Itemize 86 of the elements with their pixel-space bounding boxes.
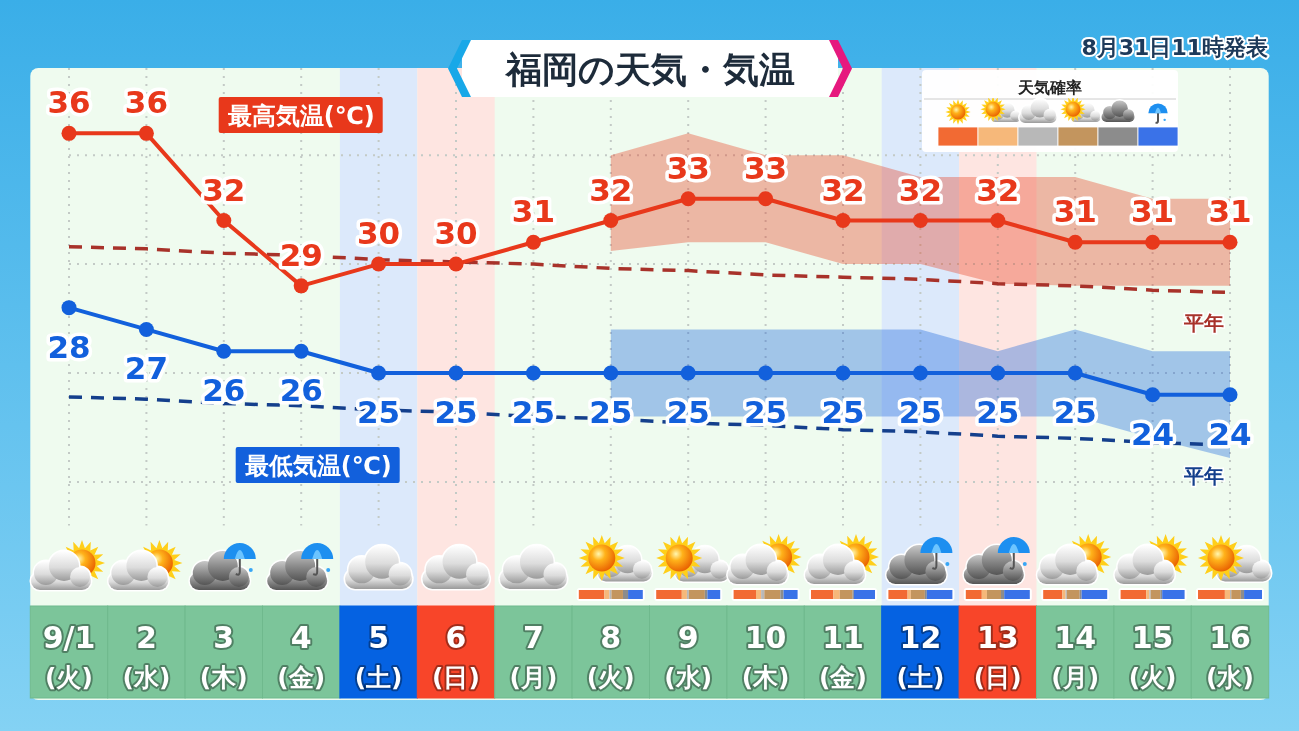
point <box>680 191 696 207</box>
data-label: 26 <box>279 372 323 409</box>
data-label: 32 <box>976 171 1020 208</box>
data-label: 25 <box>666 394 710 430</box>
point <box>448 256 464 272</box>
point <box>138 321 154 337</box>
data-label: 36 <box>124 84 168 121</box>
x-tick-label: 6 (日) <box>432 620 480 692</box>
point <box>61 300 77 316</box>
point <box>912 213 928 228</box>
point <box>1067 234 1083 250</box>
x-tick-label: 15 (火) <box>1128 620 1177 692</box>
chart-title: 福岡の天気・気温 <box>503 49 795 90</box>
data-label: 33 <box>666 149 710 186</box>
point <box>758 191 774 207</box>
point <box>61 125 77 141</box>
data-label: 31 <box>1131 193 1175 230</box>
data-label: 27 <box>124 350 168 387</box>
series-label: 平年 <box>1183 463 1224 488</box>
point <box>1222 387 1238 403</box>
point <box>448 365 464 381</box>
x-tick-label: 10 (木) <box>741 620 790 692</box>
point <box>216 343 232 359</box>
x-tick-label: 9/1 (火) <box>42 620 96 692</box>
x-tick-label: 12 (土) <box>896 620 945 692</box>
data-label: 28 <box>47 328 91 365</box>
data-label: 25 <box>357 394 401 430</box>
point <box>835 213 851 228</box>
point <box>216 213 232 228</box>
data-label: 25 <box>1053 394 1097 430</box>
x-tick-label: 3 (木) <box>199 620 248 692</box>
point <box>835 365 851 381</box>
data-label: 32 <box>202 171 246 208</box>
data-label: 32 <box>898 171 942 208</box>
point <box>912 365 928 381</box>
point <box>1145 387 1161 403</box>
text: 8月31日11時発表 <box>1081 35 1268 60</box>
data-label: 25 <box>744 394 788 430</box>
point <box>758 365 774 381</box>
data-label: 31 <box>1208 193 1252 230</box>
data-label: 24 <box>1131 415 1175 452</box>
point <box>990 365 1006 381</box>
annotation: 天気確率 <box>1017 78 1082 97</box>
x-tick-label: 2 (水) <box>122 620 171 692</box>
point <box>603 213 619 228</box>
x-tick-label: 8 (火) <box>586 620 635 692</box>
x-tick-label: 14 (月) <box>1051 620 1100 692</box>
data-label: 33 <box>744 149 788 186</box>
x-tick-label: 7 (月) <box>509 620 558 692</box>
x-tick-label: 4 (金) <box>277 620 326 692</box>
data-label: 25 <box>589 394 633 430</box>
x-tick-label: 16 (水) <box>1206 620 1254 692</box>
point <box>293 343 309 359</box>
point <box>138 125 154 141</box>
data-label: 30 <box>434 215 478 252</box>
data-label: 25 <box>511 394 555 430</box>
point <box>1067 365 1083 381</box>
data-label: 30 <box>357 215 401 252</box>
point <box>525 365 541 381</box>
x-tick-label: 11 (金) <box>819 620 867 692</box>
data-label: 32 <box>589 171 633 208</box>
x-tick-label: 5 (土) <box>354 620 403 692</box>
point <box>680 365 696 381</box>
point <box>990 213 1006 228</box>
data-label: 24 <box>1208 415 1252 452</box>
point <box>1145 234 1161 250</box>
data-label: 36 <box>47 84 91 121</box>
data-label: 26 <box>202 372 246 409</box>
text: 最高気温(℃) <box>226 102 375 130</box>
point <box>371 256 387 272</box>
point <box>371 365 387 381</box>
data-label: 25 <box>976 394 1020 430</box>
point <box>603 365 619 381</box>
text: 最低気温(℃) <box>243 452 392 480</box>
point <box>525 234 541 250</box>
data-label: 31 <box>511 193 555 230</box>
data-label: 25 <box>821 394 865 430</box>
point <box>1222 234 1238 250</box>
point <box>293 278 309 294</box>
data-label: 32 <box>821 171 865 208</box>
x-tick-label: 9 (水) <box>664 620 713 692</box>
x-tick-label: 13 (日) <box>973 620 1022 692</box>
data-label: 31 <box>1053 193 1097 230</box>
series-label: 平年 <box>1183 311 1224 336</box>
data-label: 29 <box>279 236 323 273</box>
data-label: 25 <box>898 394 942 430</box>
